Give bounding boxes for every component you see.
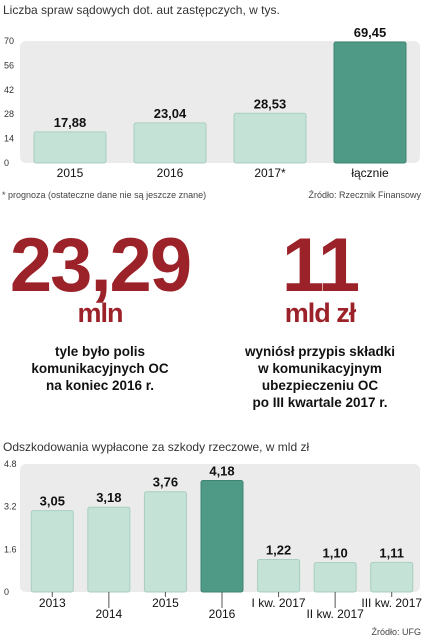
chart1-value-label: 69,45 bbox=[354, 25, 387, 40]
chart2-source: Źródło: UFG bbox=[371, 627, 421, 637]
chart2-ytick-label: 4.8 bbox=[4, 459, 17, 469]
chart2-bar bbox=[313, 562, 357, 593]
chart2-title: Odszkodowania wypłacone za szkody rzeczo… bbox=[3, 440, 310, 454]
chart2-value-label: 1,22 bbox=[266, 542, 291, 557]
chart2-value-label: 3,05 bbox=[40, 494, 65, 509]
chart2-value-label: 3,76 bbox=[153, 475, 178, 490]
stat2-description: wyniósł przypis składki w komunikacyjnym… bbox=[225, 343, 415, 411]
chart1-category-label: 2016 bbox=[157, 166, 184, 180]
chart1-category-label: 2017* bbox=[254, 166, 286, 180]
chart2-bar bbox=[370, 561, 414, 593]
stat1-value: 23,29 bbox=[9, 223, 192, 308]
chart2-category-label: 2015 bbox=[152, 596, 179, 610]
chart1-footnote: * prognoza (ostateczne dane nie są jeszc… bbox=[2, 190, 207, 200]
chart2-ytick-label: 0 bbox=[4, 587, 9, 597]
chart1-ytick-label: 14 bbox=[4, 134, 14, 144]
chart1-svg: 0 14 28 42 56 70 17,88 2015 23,04 2016 28,53 2017* 6… bbox=[4, 25, 420, 180]
stat1-unit: mln bbox=[77, 298, 123, 328]
chart2-category-label: 2016 bbox=[209, 607, 236, 621]
chart2-value-label: 1,11 bbox=[379, 545, 404, 560]
stat2-line: po III kwartale 2017 r. bbox=[252, 395, 388, 410]
chart2-category-label: 2013 bbox=[39, 596, 66, 610]
chart1-value-label: 28,53 bbox=[254, 96, 287, 111]
chart1-ytick-label: 0 bbox=[4, 158, 9, 168]
stat2-line: ubezpieczeniu OC bbox=[261, 378, 379, 393]
stat2-value: 11 bbox=[281, 223, 360, 308]
chart1-value-label: 17,88 bbox=[54, 115, 87, 130]
chart2-value-label: 3,18 bbox=[96, 490, 121, 505]
chart1-plot-area bbox=[20, 41, 420, 163]
chart1-category-label: 2015 bbox=[57, 166, 84, 180]
chart1-ytick-label: 56 bbox=[4, 60, 14, 70]
chart1-bar bbox=[333, 41, 407, 164]
chart2-category-label: III kw. 2017 bbox=[361, 596, 422, 610]
chart1-ytick-label: 28 bbox=[4, 109, 14, 119]
stat1-line: na koniec 2016 r. bbox=[45, 378, 155, 393]
chart2-bar bbox=[30, 510, 74, 593]
chart1-bar bbox=[133, 122, 207, 164]
stat1-line: tyle było polis bbox=[54, 344, 146, 359]
chart2-value-label: 1,10 bbox=[322, 546, 347, 561]
chart1-ytick-label: 70 bbox=[4, 36, 14, 46]
chart2-ytick-label: 1.6 bbox=[4, 544, 17, 554]
chart2-svg: 0 1.6 3.2 4.8 3,05 2013 3,18 2014 3,76 2015 4,18 20… bbox=[4, 459, 422, 621]
stat2-line: w komunikacyjnym bbox=[258, 361, 382, 376]
stat2-unit: mld zł bbox=[284, 298, 357, 328]
stat2-line: wyniósł przypis składki bbox=[244, 344, 396, 359]
chart2-bar bbox=[143, 491, 187, 593]
stat1-line: komunikacyjnych OC bbox=[31, 361, 169, 376]
chart2-category-label: 2014 bbox=[96, 607, 123, 621]
chart1-ytick-label: 42 bbox=[4, 85, 14, 95]
chart2-bar bbox=[87, 506, 131, 593]
chart1-title: Liczba spraw sądowych dot. aut zastępczy… bbox=[3, 3, 280, 17]
chart2-bar bbox=[200, 480, 244, 593]
chart2-category-label: I kw. 2017 bbox=[252, 596, 306, 610]
stat1-description: tyle było polis komunikacyjnych OC na ko… bbox=[5, 343, 195, 394]
chart2-value-label: 4,18 bbox=[209, 464, 234, 479]
chart1-bar bbox=[33, 131, 107, 164]
chart1-source: Źródło: Rzecznik Finansowy bbox=[308, 190, 421, 200]
chart2-ytick-label: 3.2 bbox=[4, 502, 17, 512]
chart2-bar bbox=[257, 558, 301, 593]
chart2-category-label: II kw. 2017 bbox=[306, 607, 364, 621]
chart1-value-label: 23,04 bbox=[154, 106, 187, 121]
chart1-bar bbox=[233, 112, 307, 164]
chart1-category-label: łącznie bbox=[351, 166, 389, 180]
